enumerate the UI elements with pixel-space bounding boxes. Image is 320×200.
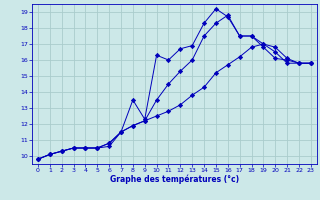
X-axis label: Graphe des températures (°c): Graphe des températures (°c) (110, 175, 239, 184)
